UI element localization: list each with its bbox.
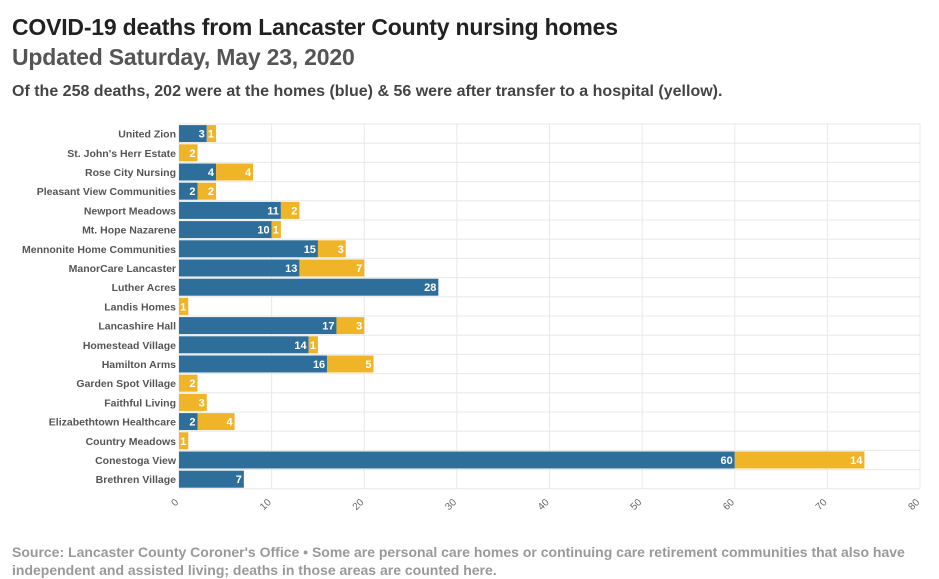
category-label: Pleasant View Communities	[37, 186, 176, 198]
x-tick-label: 30	[443, 497, 459, 513]
value-label-hospital: 1	[180, 436, 186, 448]
bar-homes	[179, 317, 337, 335]
category-label: Rose City Nursing	[85, 167, 176, 179]
source-note: Source: Lancaster County Coroner's Offic…	[12, 544, 905, 578]
bar-homes	[179, 125, 207, 143]
x-tick-label: 80	[906, 497, 922, 513]
category-label: Newport Meadows	[84, 205, 176, 217]
value-label-homes: 11	[267, 205, 279, 217]
bar-hospital	[216, 163, 254, 181]
x-tick-label: 50	[629, 497, 645, 513]
value-label-homes: 7	[236, 474, 242, 486]
value-label-hospital: 3	[199, 397, 205, 409]
value-label-hospital: 5	[365, 359, 371, 371]
bar-homes	[179, 182, 198, 200]
bar-hospital	[317, 240, 346, 258]
category-label: Brethren Village	[96, 474, 176, 486]
bar-homes	[179, 413, 198, 431]
value-label-homes: 4	[208, 167, 215, 179]
category-label: Luther Acres	[112, 282, 177, 294]
category-label: Lancashire Hall	[98, 321, 176, 333]
value-label-homes: 14	[294, 340, 307, 352]
bar-homes	[179, 451, 735, 469]
bar-homes	[179, 278, 439, 296]
category-label: Mt. Hope Nazarene	[82, 225, 176, 237]
category-label: Hamilton Arms	[102, 359, 176, 371]
bar-homes	[179, 355, 328, 373]
bar-hospital	[308, 336, 318, 354]
category-label: St. John's Herr Estate	[67, 148, 176, 160]
x-tick-label: 70	[814, 497, 830, 513]
value-label-homes: 13	[285, 263, 297, 275]
category-label: Elizabethtown Healthcare	[49, 417, 176, 429]
value-label-hospital: 4	[245, 167, 252, 179]
value-label-hospital: 14	[850, 455, 863, 467]
value-label-homes: 2	[189, 186, 195, 198]
value-label-homes: 17	[322, 321, 334, 333]
bar-hospital	[179, 297, 189, 315]
bar-hospital	[327, 355, 374, 373]
value-label-homes: 10	[257, 225, 269, 237]
value-label-hospital: 2	[291, 205, 297, 217]
bar-homes	[179, 336, 309, 354]
value-label-hospital: 1	[273, 225, 279, 237]
value-label-hospital: 4	[226, 417, 233, 429]
value-label-hospital: 1	[208, 129, 214, 141]
value-label-homes: 60	[721, 455, 733, 467]
bar-homes	[179, 470, 244, 488]
chart-description: Of the 258 deaths, 202 were at the homes…	[12, 83, 723, 100]
value-label-hospital: 2	[189, 148, 195, 160]
bar-hospital	[734, 451, 865, 469]
bar-hospital	[179, 393, 207, 411]
category-label: Garden Spot Village	[76, 378, 176, 390]
bar-hospital	[179, 432, 189, 450]
category-label: Faithful Living	[104, 397, 176, 409]
value-label-hospital: 1	[310, 340, 316, 352]
bar-hospital	[280, 201, 300, 219]
x-tick-label: 60	[721, 497, 737, 513]
chart-title: COVID-19 deaths from Lancaster County nu…	[12, 14, 618, 40]
bar-hospital	[299, 259, 365, 277]
category-label: ManorCare Lancaster	[69, 263, 176, 275]
x-tick-label: 0	[169, 497, 181, 509]
value-label-hospital: 1	[180, 301, 186, 313]
x-tick-label: 40	[536, 497, 552, 513]
value-label-homes: 16	[313, 359, 325, 371]
bar-hospital	[206, 125, 217, 143]
chart-subtitle: Updated Saturday, May 23, 2020	[12, 44, 355, 70]
bar-hospital	[197, 182, 217, 200]
bar-homes	[179, 221, 272, 239]
value-label-hospital: 3	[338, 244, 344, 256]
category-label: Mennonite Home Communities	[22, 244, 176, 256]
value-label-hospital: 2	[189, 378, 195, 390]
category-label: Landis Homes	[104, 301, 176, 313]
value-label-hospital: 7	[356, 263, 362, 275]
category-label: Conestoga View	[95, 455, 177, 467]
value-label-homes: 3	[199, 129, 205, 141]
x-tick-label: 10	[258, 497, 274, 513]
value-label-homes: 28	[424, 282, 436, 294]
x-tick-label: 20	[351, 497, 367, 513]
value-label-homes: 15	[304, 244, 316, 256]
category-label: Country Meadows	[86, 436, 177, 448]
value-label-hospital: 3	[356, 321, 362, 333]
category-label: United Zion	[118, 129, 176, 141]
bar-homes	[179, 240, 318, 258]
bar-hospital	[271, 221, 281, 239]
bar-homes	[179, 201, 281, 219]
bar-hospital	[197, 413, 235, 431]
value-label-homes: 2	[189, 417, 195, 429]
bar-homes	[179, 259, 300, 277]
bar-hospital	[179, 374, 198, 392]
bar-homes	[179, 163, 217, 181]
bar-hospital	[336, 317, 365, 335]
value-label-hospital: 2	[208, 186, 214, 198]
category-label: Homestead Village	[83, 340, 176, 352]
bar-hospital	[179, 144, 198, 162]
